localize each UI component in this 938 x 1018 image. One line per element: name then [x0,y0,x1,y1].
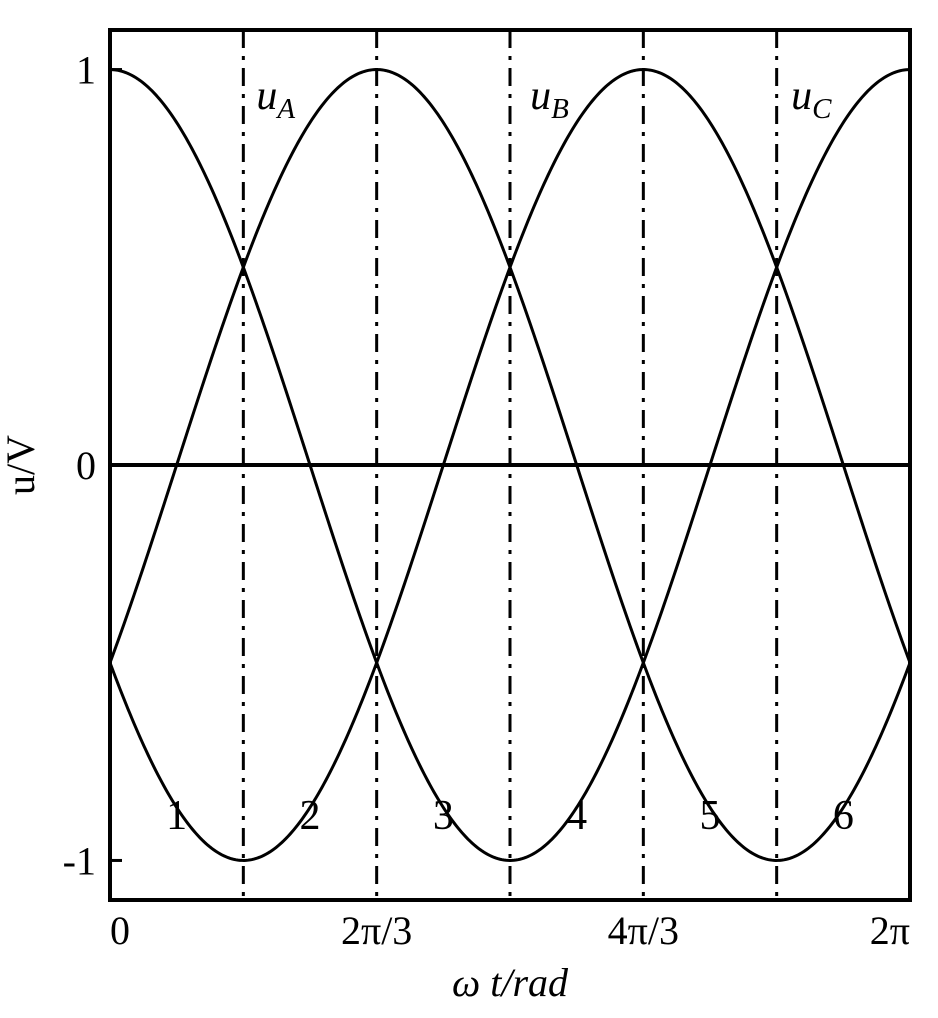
three-phase-chart: -1 0 1 0 2π/3 4π/3 2π ω t/rad u/V uA uB uC 1 2 3 4 5 6 [0,0,938,1018]
chart-container: -1 0 1 0 2π/3 4π/3 2π ω t/rad u/V uA uB uC 1 2 3 4 5 6 [0,0,938,1018]
section-number: 2 [300,793,321,839]
series-label: uC [791,73,832,125]
x-axis-label: ω t/rad [452,960,569,1005]
y-tick-label: 1 [76,48,96,93]
section-number: 3 [433,793,454,839]
x-tick-label: 0 [110,908,130,953]
x-tick-label: 2π/3 [341,908,412,953]
section-number: 6 [833,793,854,839]
series-label: uB [530,73,569,125]
series-label: uA [256,73,295,125]
x-tick-label: 2π [870,908,910,953]
x-tick-label: 4π/3 [608,908,679,953]
y-tick-label: 0 [76,443,96,488]
y-axis-label: u/V [0,435,43,495]
section-number: 1 [166,793,187,839]
y-tick-label: -1 [63,838,96,883]
section-number: 4 [566,793,587,839]
section-number: 5 [700,793,721,839]
